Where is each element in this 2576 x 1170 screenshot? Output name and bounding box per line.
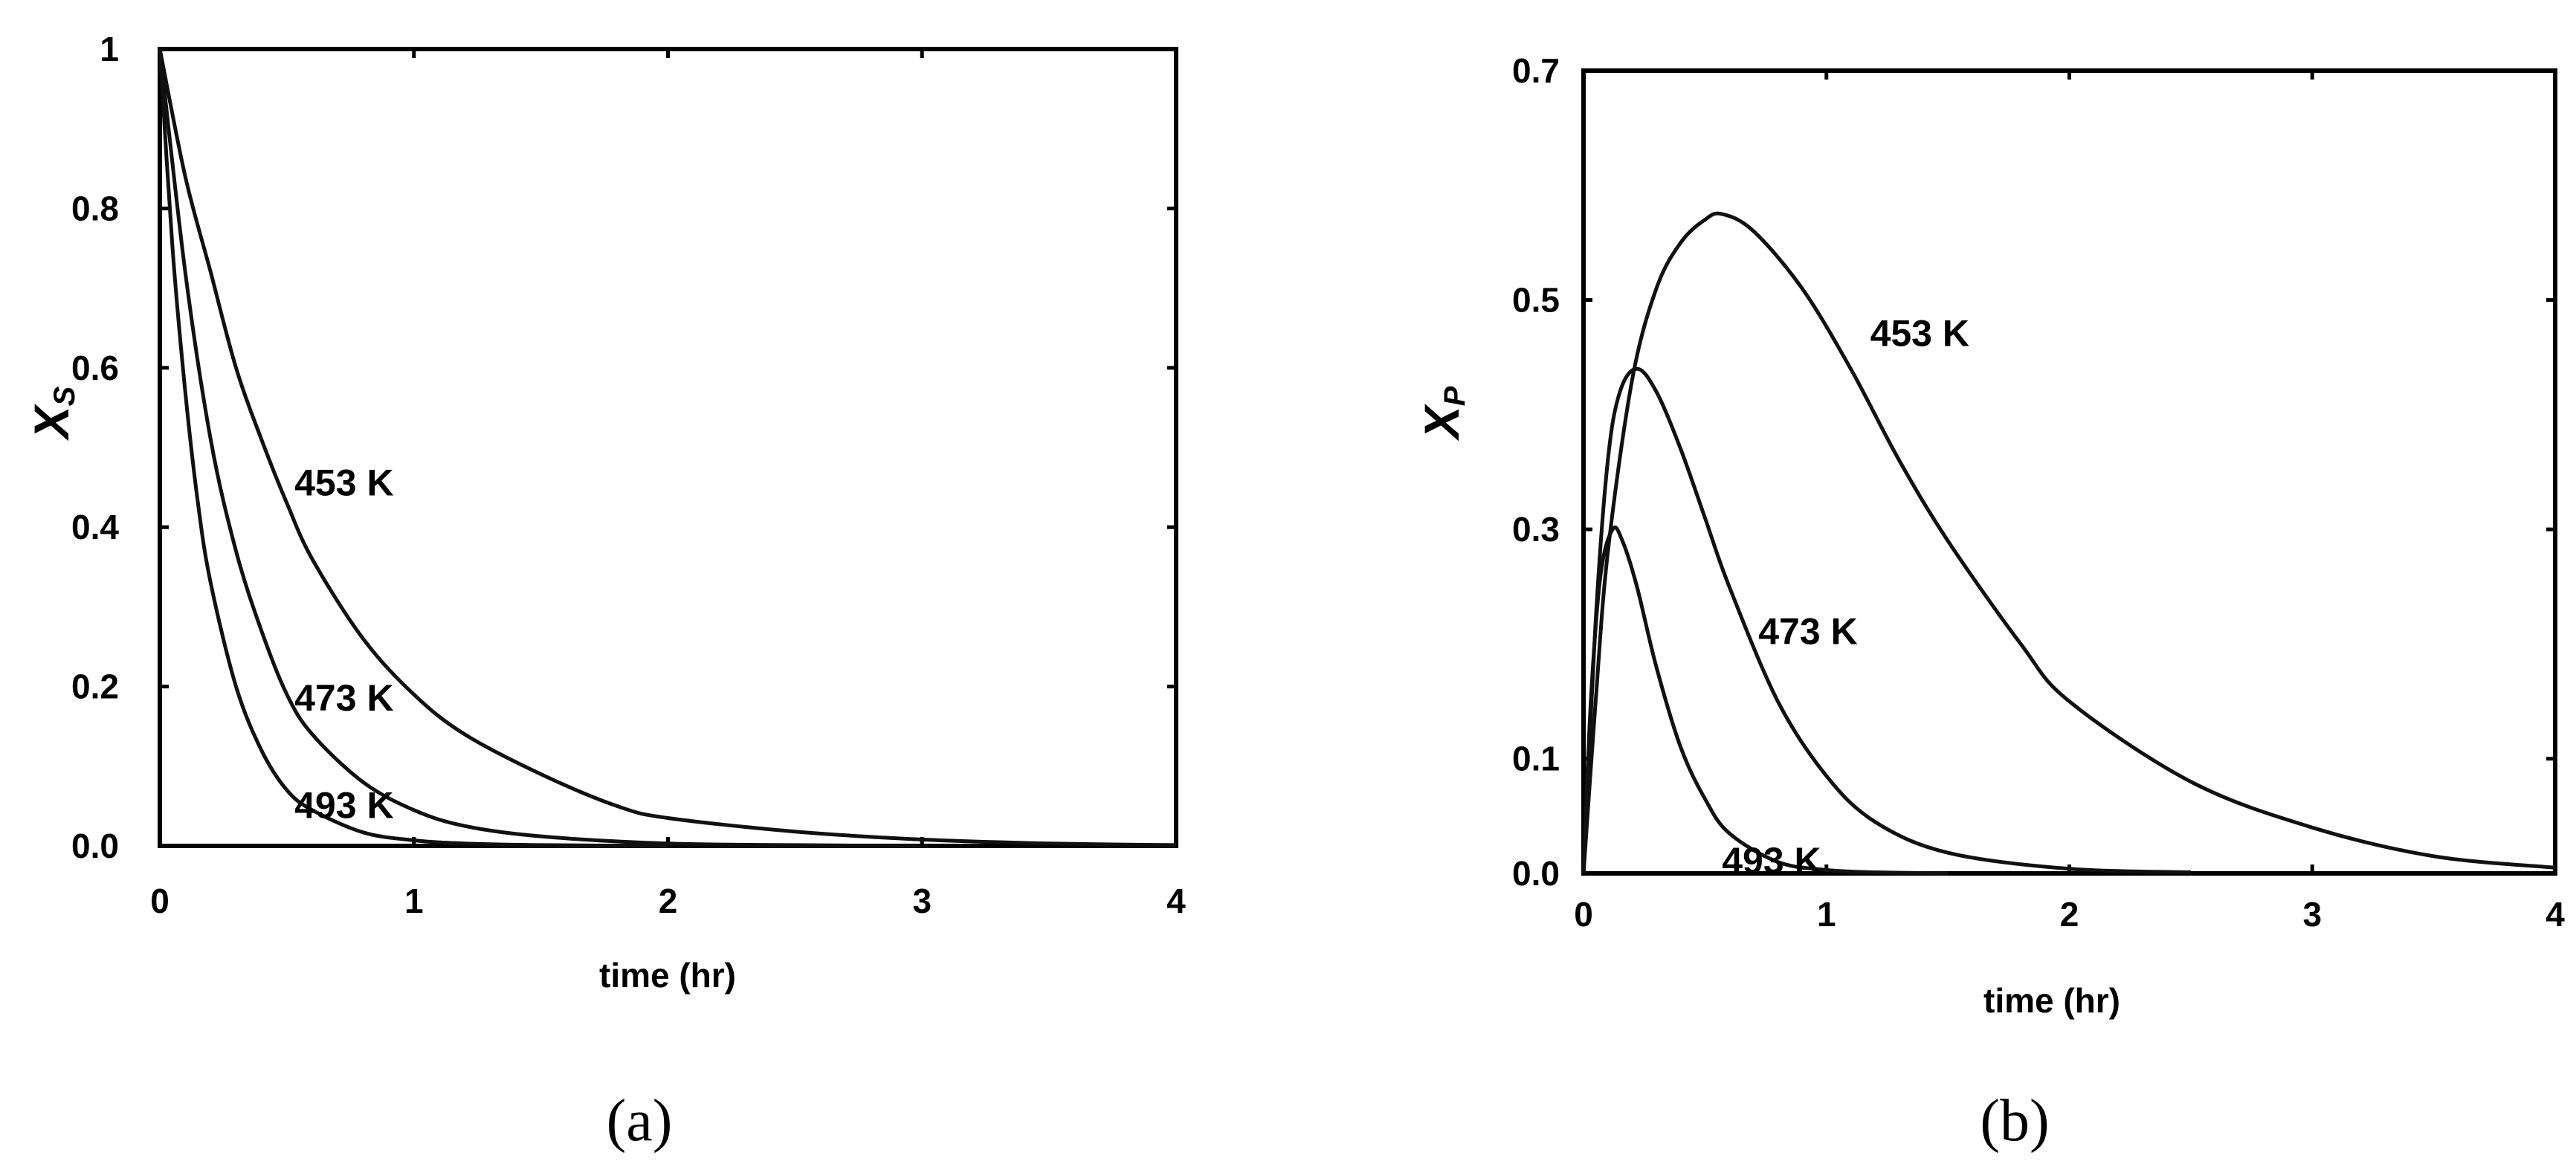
chart-b-x-tick-label: 0	[1574, 895, 1593, 934]
chart-b-panel-label: (b)	[1980, 1088, 2049, 1154]
chart-a-series-label-453-k: 453 K	[294, 462, 393, 503]
chart-a-panel-label: (a)	[607, 1088, 673, 1154]
chart-b-x-axis-label: time (hr)	[1983, 981, 2120, 1020]
chart-b-x-tick-label: 3	[2302, 895, 2322, 934]
chart-a-series-453-k	[158, 48, 1177, 847]
chart-a-y-tick-label: 0.6	[71, 349, 119, 387]
chart-b-x-tick-label: 1	[1817, 895, 1836, 934]
chart-a-x-tick-label: 3	[912, 882, 932, 920]
chart-a-x-tick-label: 4	[1166, 882, 1186, 920]
chart-a-series-label-493-k: 493 K	[294, 784, 393, 826]
chart-b-series-label-473-k: 473 K	[1758, 610, 1857, 652]
chart-a-y-axis-label: XS	[24, 386, 81, 442]
chart-b-series-group: 453 K 473 K 493 K	[1581, 211, 2556, 882]
chart-b-x-tick-label: 2	[2060, 895, 2079, 934]
chart-b-y-tick-label: 0.5	[1512, 281, 1560, 320]
chart-b-series-label-453-k: 453 K	[1870, 312, 1969, 354]
chart-a-y-axis-label-sub: S	[48, 386, 81, 406]
chart-b-y-tick-label: 0.0	[1512, 854, 1560, 893]
chart-a-y-tick-label: 1	[100, 30, 119, 68]
chart-a-y-axis-label-main: X	[24, 403, 79, 442]
chart-b-series-493-k	[1581, 525, 1949, 876]
chart-a-y-tick-label: 0.0	[71, 827, 119, 865]
chart-b-y-axis-label-main: X	[1414, 403, 1469, 442]
chart-a: 0.0 0.2 0.4 0.6 0.8 1 0 1 2 3 4 453 K 473 K 493 K t…	[24, 30, 1186, 1154]
chart-b-x-axis: 0 1 2 3 4	[1574, 71, 2565, 934]
chart-a-x-tick-label: 2	[659, 882, 678, 920]
chart-b-x-tick-label: 4	[2546, 895, 2565, 934]
chart-a-plot-frame	[158, 47, 1178, 848]
chart-a-series-label-473-k: 473 K	[294, 677, 393, 719]
chart-b-y-tick-label: 0.3	[1512, 510, 1560, 549]
chart-a-y-axis: 0.0 0.2 0.4 0.6 0.8 1	[71, 30, 1176, 865]
chart-b-series-label-493-k: 493 K	[1722, 840, 1821, 882]
chart-a-series-group: 453 K 473 K 493 K	[158, 48, 1177, 848]
chart-a-y-tick-label: 0.8	[71, 189, 119, 227]
chart-b-series-453-k	[1581, 211, 2556, 874]
chart-b-plot-frame	[1581, 68, 2557, 876]
chart-b-y-tick-label: 0.7	[1512, 51, 1560, 90]
chart-b-y-axis-label-sub: P	[1439, 386, 1471, 406]
chart-b-y-axis-label: XP	[1414, 386, 1471, 442]
chart-a-x-tick-label: 0	[150, 882, 170, 920]
chart-a-series-493-k	[158, 48, 668, 848]
chart-a-y-tick-label: 0.2	[71, 668, 119, 706]
chart-a-series-473-k	[158, 48, 923, 848]
chart-a-y-tick-label: 0.4	[71, 508, 119, 546]
chart-a-x-tick-label: 1	[404, 882, 424, 920]
chart-a-x-axis-label: time (hr)	[599, 956, 736, 995]
chart-b-y-axis: 0.0 0.1 0.3 0.5 0.7	[1512, 51, 2555, 893]
chart-b: 0.0 0.1 0.3 0.5 0.7 0 1 2 3 4 453 K 473 K 493 K ti…	[1414, 51, 2565, 1154]
chart-b-y-tick-label: 0.1	[1512, 740, 1560, 778]
chart-b-series-473-k	[1581, 366, 2191, 874]
